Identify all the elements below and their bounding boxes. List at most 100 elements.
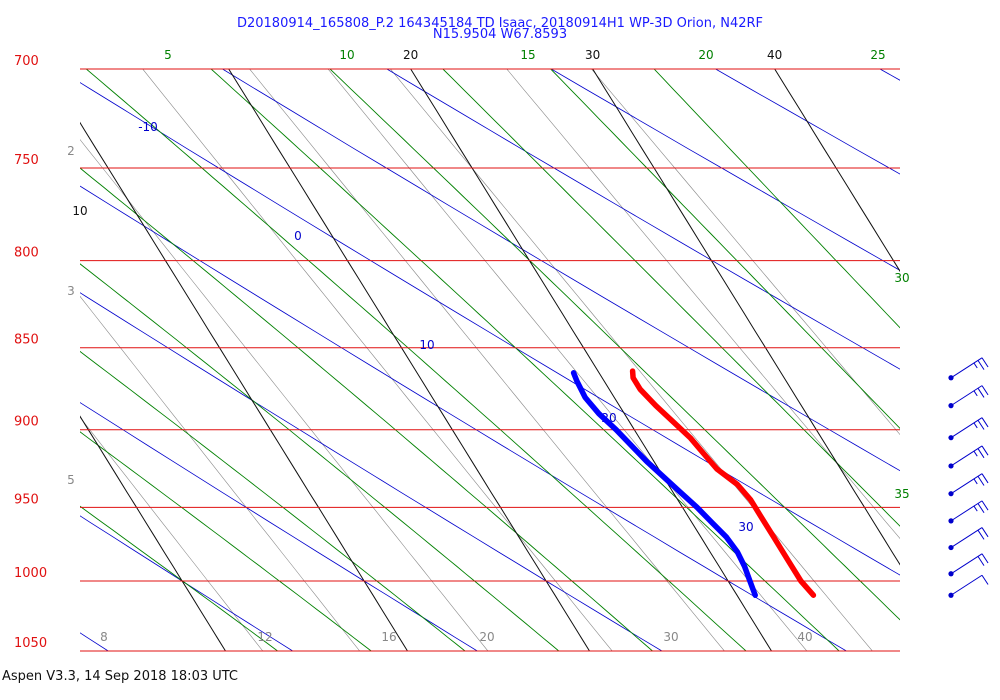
- moist-adiabat-label: 30: [894, 271, 909, 285]
- wind-barb-flag: [977, 360, 985, 370]
- isotherm-line: [228, 69, 591, 651]
- dry-adiabat-label: 0: [294, 229, 302, 243]
- pressure-label: 1000: [14, 566, 47, 581]
- moist-adiabat-line: [329, 69, 900, 621]
- wind-barb: [948, 473, 989, 497]
- moist-adiabat-line: [653, 69, 900, 329]
- wind-barb-staff: [950, 357, 983, 379]
- dry-adiabat-line: [80, 515, 294, 651]
- chart-title: D20180914_165808_P.2 164345184 TD Isaac,…: [236, 16, 764, 31]
- dry-adiabat-line: [0, 0, 5, 700]
- wind-barb-staff: [950, 553, 983, 575]
- wind-barb-staff: [950, 473, 983, 495]
- wind-barb-flag: [981, 574, 989, 585]
- wind-barb-flag: [973, 390, 978, 397]
- pressure-label: 850: [14, 333, 39, 348]
- mixing-ratio-label: 8: [100, 630, 108, 644]
- dry-adiabat-line: [80, 632, 109, 651]
- wind-barb: [948, 445, 989, 469]
- mixing-ratio-label: 20: [479, 630, 494, 644]
- dry-adiabat-label: 10: [419, 338, 434, 352]
- dry-adiabat-label: 30: [738, 520, 753, 534]
- isotherm-label: 10: [72, 204, 87, 218]
- pressure-label: 800: [14, 246, 39, 261]
- wind-barb-staff: [950, 417, 983, 439]
- chart-subtitle: N15.9504 W67.8593: [432, 27, 568, 42]
- isotherm-label: 20: [403, 48, 418, 62]
- dewpoint-profile: [570, 370, 758, 598]
- mixing-ratio-line: [390, 69, 873, 651]
- mixing-ratio-label: 30: [663, 630, 678, 644]
- wind-barbs: [948, 357, 989, 598]
- isobars: [80, 68, 900, 652]
- mixing-ratio-line: [80, 295, 361, 651]
- mixing-ratio-label: 16: [381, 630, 396, 644]
- dry-adiabat-line: [221, 69, 900, 472]
- mixing-ratio-line: [506, 69, 900, 539]
- wind-barb-flag: [973, 450, 978, 457]
- isotherm-line: [592, 69, 900, 566]
- moist-adiabat-line: [80, 505, 279, 651]
- dry-adiabat-line: [80, 292, 663, 651]
- moist-adiabat-label: 25: [870, 48, 885, 62]
- footer-version: Aspen V3.3, 14 Sep 2018 18:03 UTC: [2, 669, 239, 684]
- dry-adiabat-line: [80, 185, 848, 651]
- isotherm-line: [0, 0, 77, 700]
- wind-barb: [948, 553, 989, 577]
- moist-adiabat-line: [80, 350, 466, 651]
- wind-barb-flag: [977, 529, 985, 540]
- dry-adiabat-line: [879, 69, 900, 81]
- wind-barb: [948, 527, 989, 551]
- pressure-label: 750: [14, 153, 39, 168]
- mixing-ratio-label: 40: [797, 630, 812, 644]
- wind-barb-flag: [981, 473, 989, 484]
- pressure-label: 950: [14, 492, 39, 507]
- mixing-ratio-label: 3: [67, 284, 75, 298]
- wind-barb: [948, 385, 989, 409]
- dry-adiabat-line: [714, 69, 900, 175]
- isotherm-label: 30: [585, 48, 600, 62]
- wind-barb-staff: [950, 574, 983, 596]
- wind-barb-flag: [973, 505, 978, 512]
- wind-barb-flag: [981, 357, 989, 368]
- moist-adiabat-line: [80, 263, 560, 651]
- mixing-ratio-line: [142, 69, 613, 651]
- moist-adiabat-line: [550, 69, 900, 430]
- mixing-ratio-line: [327, 69, 808, 651]
- wind-barb: [948, 417, 989, 441]
- moist-adiabat-line: [442, 69, 900, 527]
- wind-barb-flag: [981, 445, 989, 456]
- wind-barb-staff: [950, 445, 983, 467]
- moist-adiabat-label: 5: [164, 48, 172, 62]
- wind-barb-flag: [981, 385, 989, 396]
- mixing-ratio-line: [80, 416, 264, 651]
- moist-adiabat-line: [80, 167, 654, 651]
- wind-barb-flag: [981, 417, 989, 428]
- mixing-ratio-label: 12: [257, 630, 272, 644]
- wind-barb-flag: [977, 420, 985, 430]
- moist-adiabat-line: [85, 69, 747, 651]
- isotherm-line: [80, 415, 227, 651]
- pressure-label: 700: [14, 54, 39, 69]
- moist-adiabat-label: 35: [894, 487, 909, 501]
- moist-adiabat-line: [80, 431, 372, 651]
- moist-adiabat-line: [210, 69, 840, 651]
- moist-adiabat-label: 15: [520, 48, 535, 62]
- wind-barb-staff: [950, 385, 983, 407]
- wind-barb: [948, 574, 989, 598]
- dry-adiabat-line: [386, 69, 900, 370]
- pressure-label: 900: [14, 415, 39, 430]
- mixing-ratio-line: [80, 139, 489, 651]
- temperature-profile: [629, 368, 817, 598]
- wind-barb-flag: [981, 553, 989, 564]
- isotherm-label: 40: [767, 48, 782, 62]
- isotherm-line: [80, 121, 409, 651]
- wind-barb-flag: [981, 500, 989, 511]
- mixing-ratio-label: 5: [67, 473, 75, 487]
